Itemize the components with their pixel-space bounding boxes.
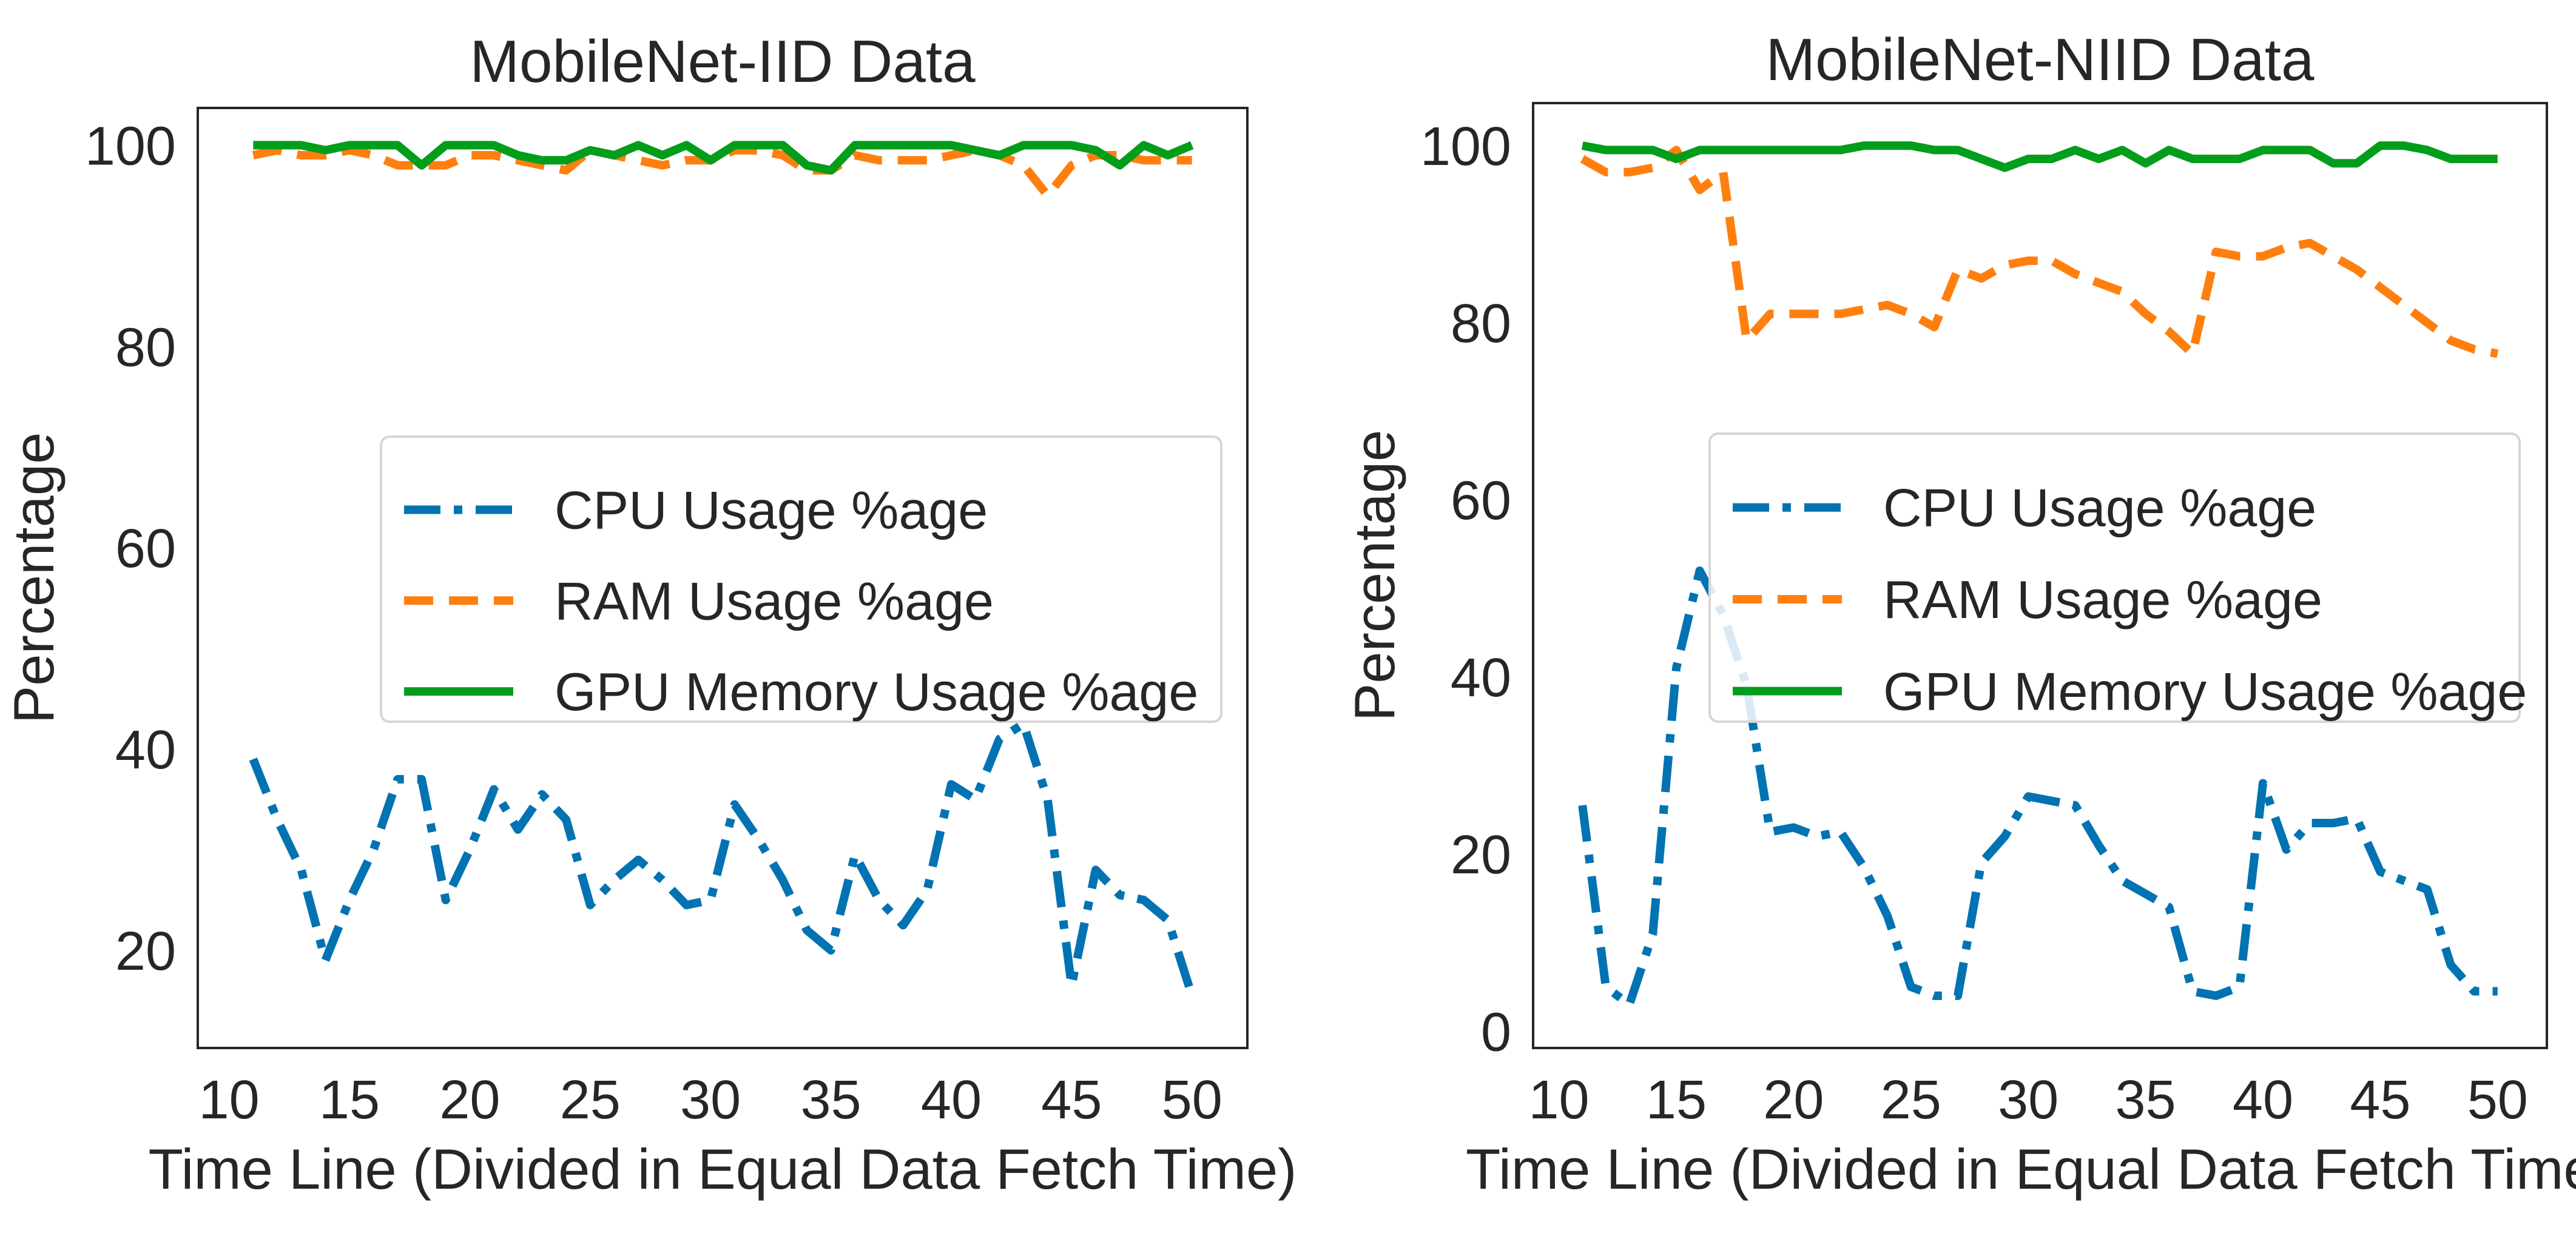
y-tick-label: 100 xyxy=(85,116,176,176)
x-tick-label: 25 xyxy=(1881,1070,1941,1130)
y-tick-label: 60 xyxy=(115,519,176,579)
y-tick-label: 80 xyxy=(1451,294,1511,354)
x-tick-label: 35 xyxy=(2116,1070,2176,1130)
x-tick-label: 40 xyxy=(2233,1070,2293,1130)
chart-panel-niid: MobileNet-NIID Data Time Line (Divided in… xyxy=(1343,26,2576,1201)
x-tick-label: 15 xyxy=(1646,1070,1707,1130)
legend-label: GPU Memory Usage %age xyxy=(555,662,1198,722)
legend: CPU Usage %age RAM Usage %age GPU Memory U… xyxy=(1708,432,2527,723)
legend-box xyxy=(380,435,1222,723)
series-line xyxy=(249,719,1196,997)
series-line xyxy=(253,141,1194,175)
y-tick-label: 40 xyxy=(1451,648,1511,708)
x-tick-label: 50 xyxy=(2467,1070,2528,1130)
chart-title: MobileNet-NIID Data xyxy=(1765,26,2315,93)
legend-box xyxy=(1708,432,2521,723)
x-tick-label: 30 xyxy=(1998,1070,2058,1130)
y-tick-label: 60 xyxy=(1451,471,1511,531)
x-tick-label: 35 xyxy=(801,1070,861,1130)
y-tick-label: 100 xyxy=(1420,116,1511,177)
x-tick-label: 15 xyxy=(319,1070,380,1130)
legend-label: RAM Usage %age xyxy=(1883,569,2322,630)
series-line xyxy=(252,146,1192,200)
series-line xyxy=(1580,146,2499,358)
x-tick-label: 50 xyxy=(1162,1070,1222,1130)
chart-title: MobileNet-IID Data xyxy=(470,28,976,95)
legend-label: CPU Usage %age xyxy=(555,480,988,540)
y-axis-label: Percentage xyxy=(1343,430,1406,722)
legend-label: GPU Memory Usage %age xyxy=(1883,662,2527,722)
x-tick-label: 45 xyxy=(1041,1070,1102,1130)
x-tick-label: 45 xyxy=(2350,1070,2410,1130)
x-tick-label: 25 xyxy=(560,1070,621,1130)
x-tick-label: 30 xyxy=(680,1070,741,1130)
x-tick-label: 10 xyxy=(199,1070,260,1130)
legend-label: CPU Usage %age xyxy=(1883,478,2316,538)
x-axis-label: Time Line (Divided in Equal Data Fetch T… xyxy=(149,1137,1297,1201)
plot-frame xyxy=(1532,102,2548,1049)
legend-label: RAM Usage %age xyxy=(555,571,994,631)
chart-panel-iid: MobileNet-IID Data Time Line (Divided in … xyxy=(2,28,1296,1201)
y-tick-label: 40 xyxy=(115,720,176,781)
y-tick-label: 0 xyxy=(1481,1002,1511,1063)
x-axis-label: Time Line (Divided in Equal Data Fetch T… xyxy=(1466,1137,2576,1201)
series-line xyxy=(1581,141,2498,172)
x-tick-label: 10 xyxy=(1528,1070,1589,1130)
x-tick-label: 20 xyxy=(1763,1070,1824,1130)
y-tick-label: 20 xyxy=(115,921,176,982)
x-tick-label: 40 xyxy=(921,1070,982,1130)
legend: CPU Usage %age RAM Usage %age GPU Memory U… xyxy=(380,435,1222,723)
y-tick-label: 20 xyxy=(1451,825,1511,885)
plot-frame xyxy=(197,107,1249,1049)
y-tick-label: 80 xyxy=(115,317,176,378)
x-tick-label: 20 xyxy=(439,1070,500,1130)
y-axis-label: Percentage xyxy=(2,432,66,724)
